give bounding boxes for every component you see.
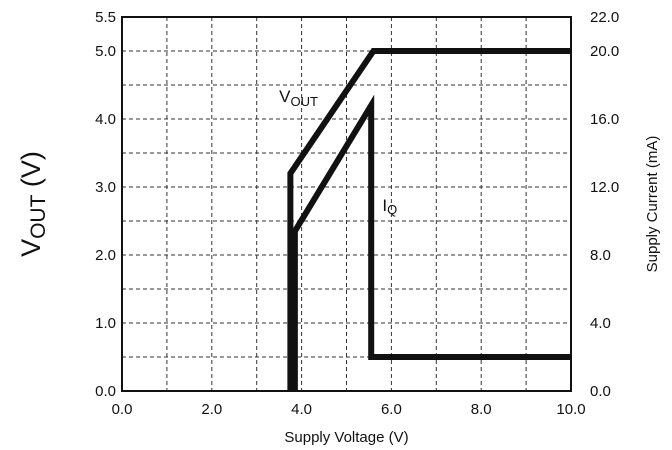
y-left-tick-label: 0.0 [95, 383, 116, 400]
y-right-tick-label: 22.0 [590, 9, 619, 26]
series-label-iq-sub: Q [387, 202, 397, 217]
x-tick-label: 4.0 [291, 401, 312, 418]
plot-frame [121, 16, 572, 392]
y-left-tick-label: 4.0 [95, 111, 116, 128]
series-label-vout-sub: OUT [290, 94, 318, 109]
x-axis-label: Supply Voltage (V) [284, 429, 408, 446]
x-tick-label: 8.0 [471, 401, 492, 418]
y-axis-left-label-sub: OUT [27, 194, 50, 239]
y-left-tick-label: 1.0 [95, 315, 116, 332]
tick-labels: 0.0 2.0 4.0 6.0 8.0 10.0 0.0 1.0 2.0 3.0 4.0 5.0 5.5… [95, 9, 619, 418]
y-axis-right-label: Supply Current (mA) [644, 136, 661, 273]
y-left-tick-label: 3.0 [95, 179, 116, 196]
series-label-vout-main: V [279, 87, 291, 106]
series-label-iq-main: I [382, 196, 387, 215]
series-line-iq [291, 94, 571, 391]
x-tick-label: 10.0 [556, 401, 585, 418]
y-right-tick-label: 0.0 [590, 383, 611, 400]
y-left-tick-label: 5.5 [95, 9, 116, 26]
x-tick-label: 6.0 [381, 401, 402, 418]
y-axis-left-label-main: V [16, 239, 46, 257]
y-axis-left-label: VOUT (V) [16, 151, 50, 257]
x-tick-label: 0.0 [112, 401, 133, 418]
y-right-tick-label: 16.0 [590, 111, 619, 128]
series-lines [287, 48, 571, 391]
y-left-tick-label: 5.0 [95, 43, 116, 60]
y-right-tick-label: 20.0 [590, 43, 619, 60]
series-label-iq: IQ [382, 196, 397, 217]
y-axis-left-label-rest: (V) [16, 151, 46, 195]
y-right-tick-label: 4.0 [590, 315, 611, 332]
y-left-tick-label: 2.0 [95, 247, 116, 264]
x-tick-label: 2.0 [201, 401, 222, 418]
y-right-tick-label: 8.0 [590, 247, 611, 264]
series-line-vout [287, 48, 571, 391]
y-right-tick-label: 12.0 [590, 179, 619, 196]
series-label-vout: VOUT [279, 87, 318, 109]
grid-lines [122, 17, 571, 391]
